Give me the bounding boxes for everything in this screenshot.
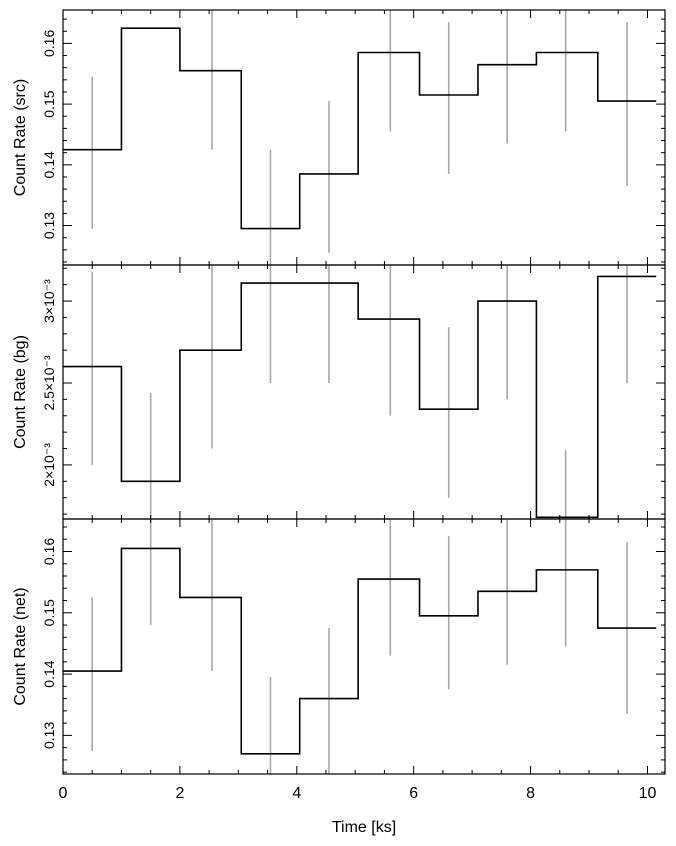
y-tick-label: 3×10⁻³	[41, 279, 57, 323]
step-line-net	[63, 547, 657, 755]
y-tick-label: 2.5×10⁻³	[41, 355, 57, 411]
y-axis-label: Count Rate (bg)	[12, 335, 29, 449]
x-tick-label: 8	[526, 785, 535, 802]
panel-bg-data	[63, 265, 657, 519]
panel-bg: 2×10⁻³ 2.5×10⁻³ 3×10⁻³ Count Rate (bg)	[12, 264, 666, 520]
y-tick-label: 0.14	[41, 151, 57, 178]
panel-frame	[62, 9, 666, 266]
y-tick-label: 0.14	[41, 660, 57, 687]
x-tick-label: 2	[175, 785, 184, 802]
x-tick-label: 10	[639, 785, 657, 802]
x-tick-label: 4	[292, 785, 301, 802]
y-tick-label: 2×10⁻³	[41, 443, 57, 487]
y-tick-label: 0.15	[41, 599, 57, 626]
x-tick-label: 6	[409, 785, 418, 802]
x-tick-label: 0	[59, 785, 68, 802]
y-tick-label: 0.16	[41, 538, 57, 565]
panel-net: 0.13 0.14 0.15 0.16 Count Rate (net)	[12, 518, 666, 775]
panel-net-data	[63, 519, 657, 774]
panel-frame	[62, 518, 666, 775]
panel-src: 0.13 0.14 0.15 0.16 Count Rate (src)	[12, 9, 666, 266]
y-tick-label: 0.16	[41, 30, 57, 57]
y-tick-label: 0.15	[41, 90, 57, 117]
y-tick-label: 0.13	[41, 212, 57, 239]
y-axis-label: Count Rate (net)	[12, 587, 29, 705]
x-axis-label: Time [ks]	[332, 819, 396, 836]
y-tick-label: 0.13	[41, 722, 57, 749]
y-axis-label: Count Rate (src)	[12, 79, 29, 196]
step-line-src	[63, 27, 657, 230]
panel-src-data	[63, 10, 657, 265]
step-line-bg	[63, 275, 657, 519]
